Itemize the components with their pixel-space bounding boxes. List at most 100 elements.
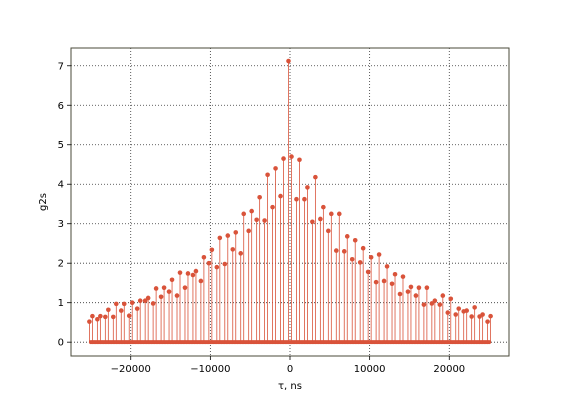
peak-marker [273, 166, 278, 171]
peak-marker [150, 301, 156, 306]
peak-marker [408, 284, 414, 290]
peak-marker [416, 285, 422, 290]
peak-marker [397, 291, 403, 297]
peak-marker [384, 264, 390, 269]
peak-markers [87, 58, 493, 324]
x-tick-label: −10000 [190, 364, 230, 375]
peak-marker [246, 228, 251, 234]
peak-marker [376, 252, 382, 257]
peak-marker [161, 285, 167, 290]
peak-marker [249, 208, 254, 214]
peak-marker [480, 312, 485, 317]
peak-marker [87, 319, 92, 324]
peak-marker [126, 313, 132, 319]
peak-marker [206, 260, 212, 266]
peak-marker [174, 293, 180, 298]
peak-marker [333, 248, 339, 253]
peak-marker [177, 270, 183, 275]
peak-marker [432, 298, 438, 304]
peak-marker [389, 281, 395, 287]
y-tick-label: 5 [58, 140, 64, 151]
peak-marker [185, 271, 191, 276]
peak-marker [201, 254, 207, 260]
peak-marker [233, 230, 239, 235]
peak-marker [193, 268, 199, 274]
peak-marker [230, 247, 236, 252]
peak-marker [209, 247, 215, 253]
peak-marker [437, 302, 443, 307]
peak-marker [329, 211, 334, 217]
peak-marker [313, 174, 318, 180]
peak-marker [440, 293, 446, 298]
stem-lines [89, 61, 491, 343]
peak-marker [182, 285, 188, 290]
peak-marker [360, 245, 366, 251]
x-tick-label: 10000 [354, 364, 386, 375]
peak-marker [289, 154, 294, 159]
peak-marker [169, 277, 175, 283]
peak-marker [121, 301, 127, 307]
peak-marker [145, 295, 151, 301]
peak-marker [448, 296, 454, 302]
peak-marker [254, 217, 259, 223]
peak-marker [365, 269, 371, 275]
peak-marker [281, 156, 286, 161]
peak-marker [118, 308, 124, 313]
baseline-markers [88, 340, 492, 345]
y-tick-label: 0 [58, 338, 64, 349]
peak-marker [166, 289, 172, 294]
peak-marker [400, 274, 406, 279]
peak-marker [310, 219, 315, 225]
y-axis-label: g2s [38, 193, 49, 211]
peak-marker [114, 301, 119, 307]
peak-marker [278, 193, 283, 199]
peak-marker [217, 235, 223, 241]
peak-marker [381, 278, 387, 284]
peak-marker [225, 233, 231, 238]
peak-marker [103, 314, 108, 320]
x-tick-label: 0 [287, 364, 293, 375]
peak-marker [456, 306, 462, 311]
y-axis-ticks: 0 1 2 3 4 5 6 7 [58, 61, 71, 349]
peak-marker [137, 298, 143, 304]
x-axis-ticks: −20000 −10000 0 10000 20000 [111, 356, 465, 375]
peak-marker [357, 260, 363, 265]
y-tick-label: 4 [58, 180, 64, 191]
peak-marker [336, 211, 342, 217]
y-tick-label: 6 [58, 101, 64, 112]
peak-marker [488, 313, 493, 319]
peak-marker [472, 305, 477, 310]
y-tick-label: 2 [58, 259, 64, 270]
peak-marker [106, 307, 111, 313]
x-tick-label: −20000 [111, 364, 151, 375]
peak-marker [305, 185, 310, 190]
peak-marker [262, 218, 267, 223]
peak-marker [142, 298, 148, 304]
grid [71, 48, 509, 356]
peak-marker [326, 228, 331, 234]
peak-marker [222, 261, 228, 267]
x-tick-label: 20000 [433, 364, 465, 375]
peak-marker [294, 196, 299, 202]
peak-marker [424, 285, 430, 290]
peak-marker [265, 172, 270, 178]
peak-marker [405, 289, 411, 294]
peak-marker [257, 194, 262, 200]
peak-marker [469, 314, 474, 319]
peak-marker [214, 264, 220, 270]
peak-marker [392, 271, 398, 277]
peak-marker [373, 279, 379, 285]
peak-marker [341, 249, 347, 254]
peak-marker [429, 301, 435, 306]
peak-marker [413, 293, 419, 298]
peak-marker [318, 216, 323, 222]
peak-marker [464, 308, 470, 313]
peak-marker [95, 316, 100, 322]
peak-marker [349, 256, 355, 262]
peak-marker [421, 302, 427, 307]
peak-marker [90, 313, 95, 319]
peak-marker [368, 254, 374, 260]
peak-marker [297, 157, 302, 163]
peak-marker [153, 286, 159, 291]
